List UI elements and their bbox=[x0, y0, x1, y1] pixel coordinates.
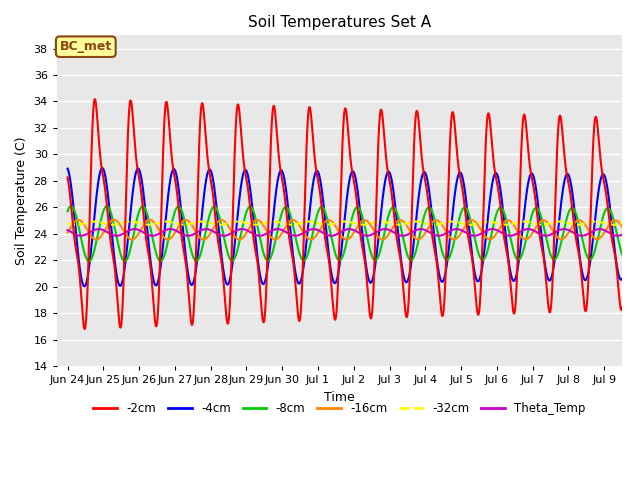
Title: Soil Temperatures Set A: Soil Temperatures Set A bbox=[248, 15, 431, 30]
Y-axis label: Soil Temperature (C): Soil Temperature (C) bbox=[15, 136, 28, 265]
Legend: -2cm, -4cm, -8cm, -16cm, -32cm, Theta_Temp: -2cm, -4cm, -8cm, -16cm, -32cm, Theta_Te… bbox=[89, 397, 590, 420]
Text: BC_met: BC_met bbox=[60, 40, 112, 53]
X-axis label: Time: Time bbox=[324, 391, 355, 404]
